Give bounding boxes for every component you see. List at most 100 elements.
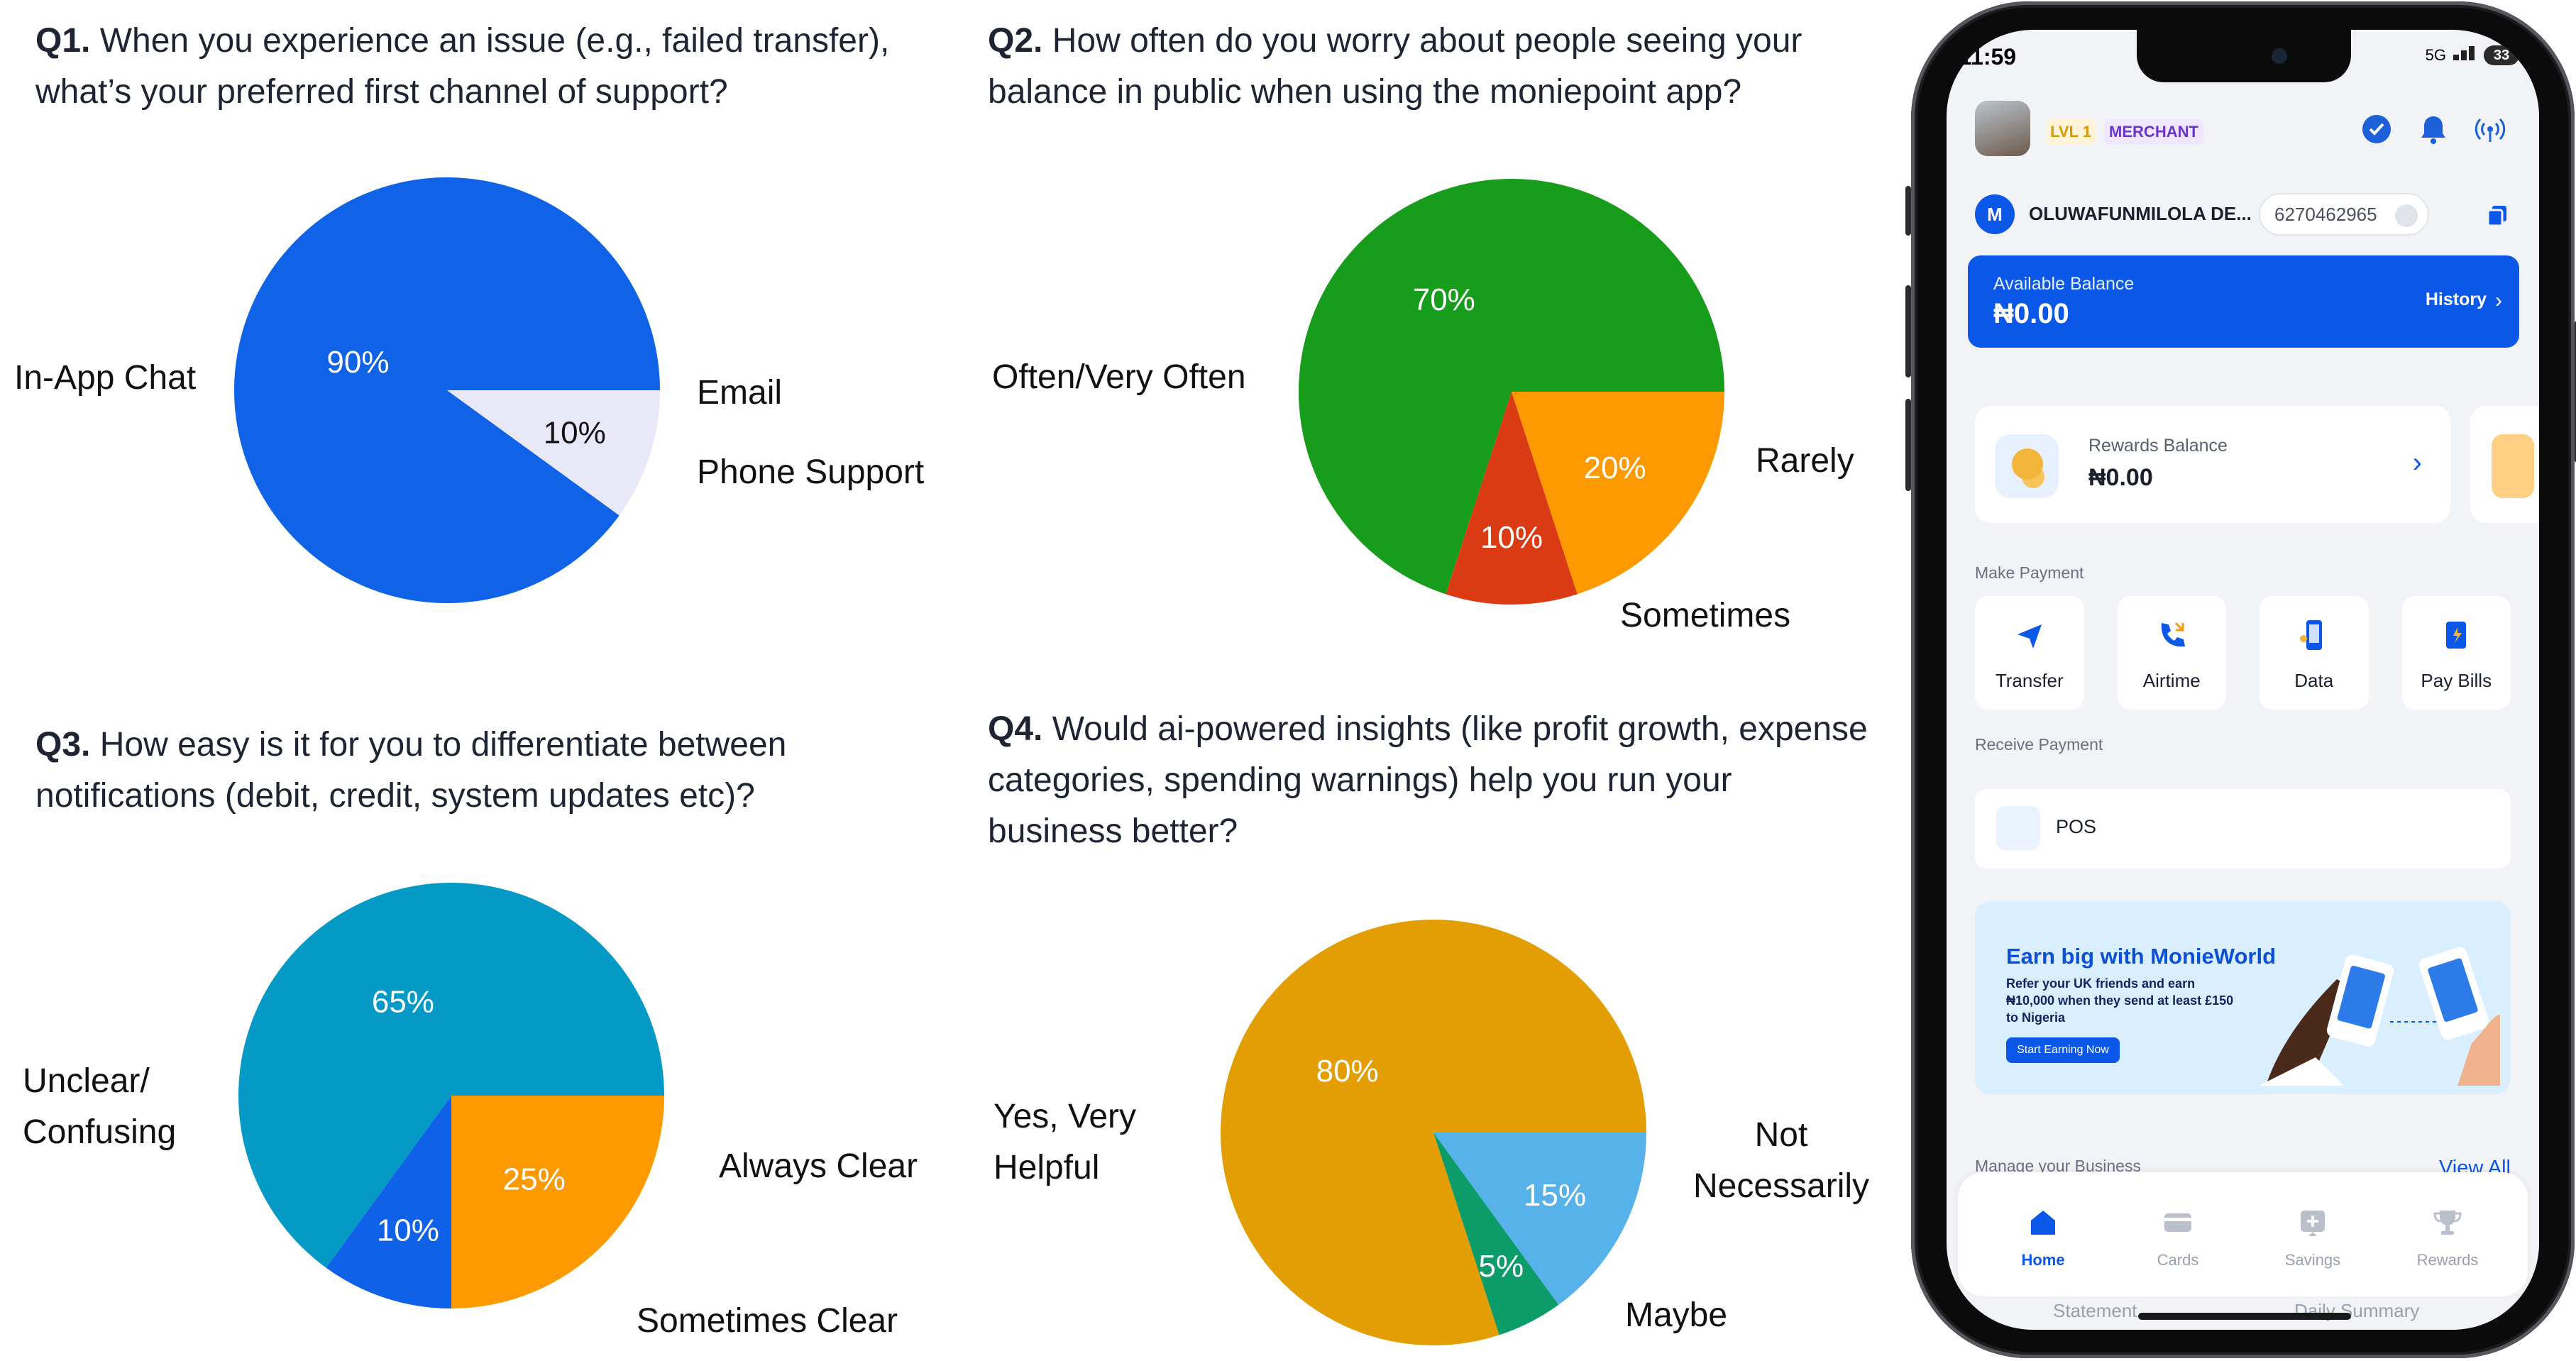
pie-value-label: 10%: [544, 415, 606, 450]
volume-up-button: [1905, 285, 1911, 378]
network-type: 5G: [2425, 46, 2446, 64]
savings-icon: [2301, 1211, 2325, 1236]
tab-rewards[interactable]: Rewards: [2405, 1206, 2490, 1269]
tab-label: Rewards: [2416, 1251, 2479, 1269]
q4-label-yes: Yes, Very Helpful: [993, 1098, 1137, 1186]
q3-label-sometimes-clear: Sometimes Clear: [637, 1302, 898, 1340]
pie-value-label: 65%: [372, 984, 434, 1019]
pie-slice-always-clear: [326, 1096, 451, 1308]
tile-pay-bills[interactable]: Pay Bills: [2401, 596, 2511, 710]
tile-transfer[interactable]: Transfer: [1975, 596, 2084, 710]
q1-question: Q1. When you experience an issue (e.g., …: [35, 16, 923, 118]
q3-question: Q3. How easy is it for you to differenti…: [35, 720, 887, 822]
copy-icon[interactable]: [2485, 203, 2511, 228]
mobile-data-icon: [2300, 620, 2322, 650]
balance-value: ₦0.00: [1993, 298, 2069, 329]
tab-label: Home: [2021, 1251, 2065, 1269]
q2-label-rarely: Rarely: [1756, 442, 1854, 480]
q3-label-always-clear: Always Clear: [719, 1147, 918, 1185]
history-link[interactable]: History: [2425, 290, 2487, 309]
trophy-icon: [2433, 1211, 2462, 1235]
tab-home[interactable]: Home: [2000, 1206, 2086, 1269]
balance-label: Available Balance: [1993, 274, 2135, 294]
make-payment-title: Make Payment: [1975, 563, 2084, 582]
level-badge: LVL 1: [2046, 119, 2096, 145]
q2-text: How often do you worry about people seei…: [988, 22, 1802, 111]
coins-icon: [1995, 434, 2059, 498]
pie-slice-email: [447, 390, 660, 516]
merchant-badge: MERCHANT: [2104, 119, 2203, 145]
pie-value-label: 5%: [1479, 1249, 1524, 1284]
pie-value-label: 10%: [1480, 520, 1543, 555]
card-icon: [2164, 1213, 2191, 1232]
mute-switch: [1905, 186, 1911, 236]
pos-label: POS: [2056, 816, 2097, 837]
power-button: [2575, 321, 2576, 463]
pie-value-label: 90%: [326, 345, 389, 380]
account-row[interactable]: M OLUWAFUNMILOLA DE... 6270462965: [1975, 184, 2511, 247]
chevron-down-icon: [2395, 204, 2418, 227]
q4-number: Q4.: [988, 710, 1043, 748]
q4-label-not-necessarily: Not Necessarily: [1692, 1116, 1870, 1205]
pie-slice-not-necessarily: [1433, 1133, 1559, 1335]
phone-screen: 11:59 5G 33 LVL 1 MERCHANT M OLUWAFUNMIL…: [1947, 30, 2539, 1330]
rewards-label: Rewards Balance: [2088, 436, 2228, 456]
account-number-pill[interactable]: 6270462965: [2259, 193, 2429, 236]
banner-body: Refer your UK friends and earn ₦10,000 w…: [2006, 976, 2234, 1025]
tab-cards[interactable]: Cards: [2135, 1206, 2220, 1269]
tab-savings[interactable]: Savings: [2270, 1206, 2355, 1269]
q1-label-phone-support: Phone Support: [697, 453, 925, 491]
tile-data[interactable]: Data: [2259, 596, 2369, 710]
signal-icon: [2453, 46, 2477, 65]
tile-label: Transfer: [1995, 670, 2064, 691]
broadcast-icon[interactable]: [2472, 111, 2509, 148]
q4-text: Would ai-powered insights (like profit g…: [988, 710, 1868, 850]
pos-row[interactable]: POS: [1975, 789, 2511, 869]
receive-payment-title: Receive Payment: [1975, 735, 2103, 754]
banner-title: Earn big with MonieWorld: [2006, 944, 2277, 969]
chevron-right-icon: ›: [2412, 447, 2422, 478]
pie-value-label: 70%: [1413, 282, 1475, 317]
tile-label: Data: [2294, 670, 2334, 691]
tab-label: Cards: [2157, 1251, 2199, 1269]
start-earning-button[interactable]: Start Earning Now: [2006, 1037, 2120, 1063]
bottom-tab-bar: Home Cards Savings Rewards: [1958, 1172, 2528, 1296]
q2-label-sometimes: Sometimes: [1620, 597, 1791, 634]
q2-number: Q2.: [988, 22, 1043, 60]
statement-item[interactable]: Statement: [2053, 1300, 2137, 1321]
account-number: 6270462965: [2274, 203, 2377, 225]
q3-pie-chart: 65% 10% 25%: [238, 883, 664, 1308]
verified-icon[interactable]: [2358, 111, 2395, 148]
pie-slice-maybe: [1433, 1133, 1646, 1305]
phone-call-icon: [2161, 622, 2185, 647]
bell-icon[interactable]: [2415, 111, 2452, 148]
next-card-peek[interactable]: [2470, 406, 2539, 523]
volume-down-button: [1905, 399, 1911, 491]
app-header: LVL 1 MERCHANT: [1947, 94, 2539, 165]
status-icons: 5G 33: [2426, 45, 2519, 65]
camera: [2272, 48, 2287, 64]
pie-value-label: 15%: [1524, 1178, 1586, 1213]
avatar[interactable]: [1975, 101, 2030, 156]
q1-text: When you experience an issue (e.g., fail…: [35, 22, 890, 111]
q4-question: Q4. Would ai-powered insights (like prof…: [988, 704, 1875, 857]
q3-text: How easy is it for you to differentiate …: [35, 726, 787, 815]
tile-airtime[interactable]: Airtime: [2117, 596, 2226, 710]
home-indicator: [2138, 1313, 2351, 1320]
pie-value-label: 20%: [1584, 451, 1646, 485]
q1-label-in-app-chat: In-App Chat: [14, 359, 197, 397]
phone-frame: 11:59 5G 33 LVL 1 MERCHANT M OLUWAFUNMIL…: [1905, 1, 2576, 1358]
manage-business-title: Manage your Business: [1975, 1157, 2141, 1175]
q2-label-often: Often/Very Often: [992, 358, 1246, 396]
chevron-right-icon: ›: [2495, 289, 2502, 312]
pie-slice-often-very-often: [1299, 179, 1724, 595]
q4-pie-chart: 80% 5% 15%: [1221, 920, 1646, 1345]
card-art-icon: [2492, 434, 2534, 498]
monieworld-banner[interactable]: Earn big with MonieWorld Refer your UK f…: [1975, 901, 2511, 1094]
pie-value-label: 80%: [1316, 1054, 1379, 1089]
rewards-card[interactable]: Rewards Balance ₦0.00 ›: [1975, 406, 2450, 523]
home-icon: [2031, 1211, 2055, 1235]
rewards-value: ₦0.00: [2088, 464, 2153, 491]
balance-card: Available Balance ₦0.00 History ›: [1968, 255, 2519, 348]
q2-question: Q2. How often do you worry about people …: [988, 16, 1875, 118]
